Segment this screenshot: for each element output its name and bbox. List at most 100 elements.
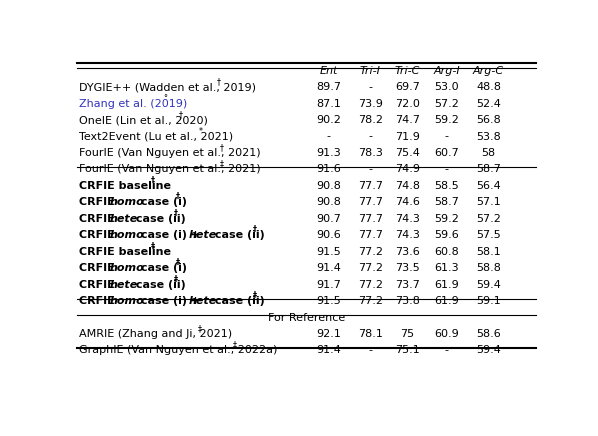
- Text: 73.9: 73.9: [358, 99, 383, 109]
- Text: -: -: [445, 345, 449, 355]
- Text: 92.1: 92.1: [316, 329, 341, 339]
- Text: case (i): case (i): [137, 198, 187, 208]
- Text: Ent: Ent: [319, 66, 338, 76]
- Text: -: -: [368, 164, 373, 174]
- Text: 77.2: 77.2: [358, 247, 383, 257]
- Text: 91.4: 91.4: [316, 345, 341, 355]
- Text: 60.9: 60.9: [435, 329, 459, 339]
- Text: ‡: ‡: [173, 275, 178, 284]
- Text: GraphIE (Van Nguyen et al., 2022a): GraphIE (Van Nguyen et al., 2022a): [80, 345, 277, 355]
- Text: homo: homo: [110, 230, 145, 240]
- Text: 78.2: 78.2: [358, 115, 383, 125]
- Text: 89.7: 89.7: [316, 82, 341, 92]
- Text: 71.9: 71.9: [395, 132, 420, 142]
- Text: CRFIE: CRFIE: [80, 214, 119, 224]
- Text: -: -: [368, 132, 373, 142]
- Text: *: *: [199, 126, 203, 136]
- Text: 91.3: 91.3: [316, 148, 341, 158]
- Text: ‡: ‡: [220, 160, 224, 169]
- Text: 73.5: 73.5: [395, 263, 420, 273]
- Text: 73.7: 73.7: [395, 279, 420, 290]
- Text: 91.4: 91.4: [316, 263, 341, 273]
- Text: Tri-C: Tri-C: [395, 66, 420, 76]
- Text: Text2Event (Lu et al., 2021): Text2Event (Lu et al., 2021): [80, 132, 233, 142]
- Text: 58.8: 58.8: [476, 263, 501, 273]
- Text: 91.5: 91.5: [316, 296, 341, 306]
- Text: 77.2: 77.2: [358, 296, 383, 306]
- Text: CRFIE baseline: CRFIE baseline: [80, 181, 172, 191]
- Text: hete: hete: [110, 279, 138, 290]
- Text: OneIE (Lin et al., 2020): OneIE (Lin et al., 2020): [80, 115, 208, 125]
- Text: 75: 75: [401, 329, 414, 339]
- Text: 77.7: 77.7: [358, 230, 383, 240]
- Text: 53.8: 53.8: [476, 132, 501, 142]
- Text: 73.6: 73.6: [395, 247, 420, 257]
- Text: 74.9: 74.9: [395, 164, 420, 174]
- Text: 73.8: 73.8: [395, 296, 420, 306]
- Text: case (ii): case (ii): [211, 296, 264, 306]
- Text: Zhang et al. (2019): Zhang et al. (2019): [80, 99, 188, 109]
- Text: 74.3: 74.3: [395, 214, 420, 224]
- Text: CRFIE: CRFIE: [80, 198, 119, 208]
- Text: †: †: [220, 143, 224, 152]
- Text: 77.7: 77.7: [358, 181, 383, 191]
- Text: °: °: [163, 94, 167, 103]
- Text: 72.0: 72.0: [395, 99, 420, 109]
- Text: 58.5: 58.5: [435, 181, 459, 191]
- Text: 59.4: 59.4: [476, 345, 501, 355]
- Text: 60.8: 60.8: [435, 247, 459, 257]
- Text: 58.7: 58.7: [435, 198, 459, 208]
- Text: †: †: [179, 110, 183, 119]
- Text: -: -: [368, 345, 373, 355]
- Text: 75.1: 75.1: [395, 345, 420, 355]
- Text: Arg-I: Arg-I: [434, 66, 460, 76]
- Text: CRFIE baseline: CRFIE baseline: [80, 247, 172, 257]
- Text: hete: hete: [189, 296, 217, 306]
- Text: 61.3: 61.3: [435, 263, 459, 273]
- Text: 59.4: 59.4: [476, 279, 501, 290]
- Text: hete: hete: [189, 230, 217, 240]
- Text: 57.5: 57.5: [476, 230, 501, 240]
- Text: homo: homo: [110, 263, 145, 273]
- Text: 91.6: 91.6: [316, 164, 341, 174]
- Text: case (i) +: case (i) +: [137, 296, 204, 306]
- Text: 59.2: 59.2: [435, 115, 459, 125]
- Text: case (ii): case (ii): [132, 214, 186, 224]
- Text: ‡: ‡: [252, 291, 257, 300]
- Text: CRFIE: CRFIE: [80, 296, 119, 306]
- Text: 59.2: 59.2: [435, 214, 459, 224]
- Text: 60.7: 60.7: [435, 148, 459, 158]
- Text: ‡: ‡: [151, 242, 155, 251]
- Text: 57.2: 57.2: [476, 214, 501, 224]
- Text: 78.3: 78.3: [358, 148, 383, 158]
- Text: 90.6: 90.6: [316, 230, 341, 240]
- Text: -: -: [445, 132, 449, 142]
- Text: 77.2: 77.2: [358, 279, 383, 290]
- Text: 77.7: 77.7: [358, 214, 383, 224]
- Text: -: -: [327, 132, 331, 142]
- Text: 75.4: 75.4: [395, 148, 420, 158]
- Text: 78.1: 78.1: [358, 329, 383, 339]
- Text: Tri-I: Tri-I: [360, 66, 381, 76]
- Text: 58: 58: [481, 148, 496, 158]
- Text: CRFIE: CRFIE: [80, 263, 119, 273]
- Text: 77.2: 77.2: [358, 263, 383, 273]
- Text: 74.3: 74.3: [395, 230, 420, 240]
- Text: 74.8: 74.8: [395, 181, 420, 191]
- Text: 57.2: 57.2: [435, 99, 459, 109]
- Text: 90.8: 90.8: [316, 181, 341, 191]
- Text: case (ii): case (ii): [211, 230, 264, 240]
- Text: 48.8: 48.8: [476, 82, 501, 92]
- Text: 58.1: 58.1: [476, 247, 501, 257]
- Text: 90.2: 90.2: [316, 115, 341, 125]
- Text: 57.1: 57.1: [476, 198, 501, 208]
- Text: ‡: ‡: [198, 324, 202, 333]
- Text: CRFIE: CRFIE: [80, 230, 119, 240]
- Text: 56.4: 56.4: [476, 181, 501, 191]
- Text: -: -: [368, 82, 373, 92]
- Text: 91.5: 91.5: [316, 247, 341, 257]
- Text: †: †: [252, 225, 257, 234]
- Text: homo: homo: [110, 296, 145, 306]
- Text: 90.7: 90.7: [316, 214, 341, 224]
- Text: CRFIE: CRFIE: [80, 279, 119, 290]
